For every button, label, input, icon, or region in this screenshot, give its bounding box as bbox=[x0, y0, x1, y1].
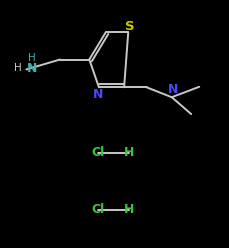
Text: S: S bbox=[125, 20, 134, 33]
Text: H: H bbox=[28, 53, 36, 62]
Text: Cl: Cl bbox=[92, 203, 105, 216]
Text: Cl: Cl bbox=[92, 146, 105, 159]
Text: H: H bbox=[14, 63, 22, 73]
Text: N: N bbox=[93, 88, 103, 101]
Text: H: H bbox=[124, 203, 135, 216]
Text: N: N bbox=[27, 62, 37, 75]
Text: N: N bbox=[168, 83, 178, 95]
Text: H: H bbox=[124, 146, 135, 159]
